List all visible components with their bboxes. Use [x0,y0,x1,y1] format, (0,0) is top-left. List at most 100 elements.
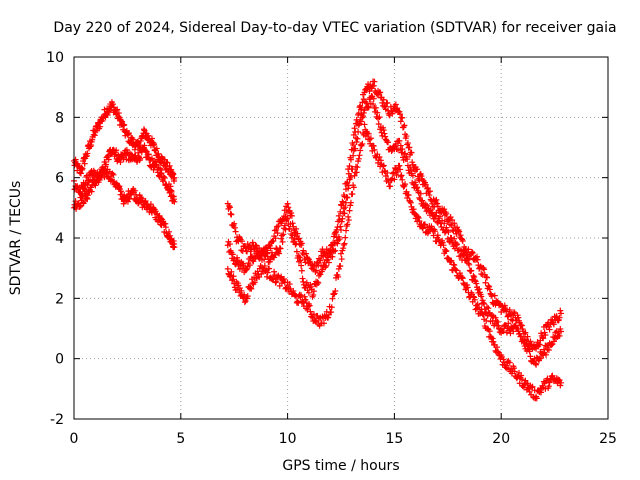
data-point [365,130,372,137]
data-point [470,293,477,300]
data-point [350,152,357,159]
data-point [446,238,453,245]
data-point [434,200,441,207]
data-point [381,130,388,137]
series-trace-upper-day [224,78,565,352]
data-point [380,163,387,170]
data-point [527,338,534,345]
data-point [336,236,343,243]
data-point [468,267,475,274]
data-point [278,235,285,242]
data-point [342,204,349,211]
data-point [349,190,356,197]
y-tick-label: 4 [55,231,64,247]
data-point [384,139,391,146]
data-point [456,228,463,235]
data-point [511,368,518,375]
data-point [409,159,416,166]
data-point [353,169,360,176]
data-point [338,256,345,263]
data-point [296,254,303,261]
data-point [247,284,254,291]
data-point [232,228,239,235]
data-point [372,104,379,111]
data-point [376,114,383,121]
data-point [353,139,360,146]
data-point [494,348,501,355]
data-point [384,169,391,176]
data-point [315,280,322,287]
data-point [480,311,487,318]
data-point [526,348,533,355]
data-point [224,265,231,272]
data-point [375,121,382,128]
data-point [556,332,563,339]
data-point [448,234,455,241]
data-point [557,325,564,332]
data-point [106,107,113,114]
data-point [466,261,473,268]
data-point [360,109,367,116]
data-point [433,209,440,216]
data-point [228,211,235,218]
data-point [387,183,394,190]
data-point [480,299,487,306]
data-point [550,321,557,328]
data-point [524,333,531,340]
data-point [518,376,525,383]
data-point [298,292,305,299]
data-point [511,365,518,372]
data-point [342,234,349,241]
data-point [396,162,403,169]
data-point [354,135,361,142]
data-point [310,292,317,299]
data-point [151,141,158,148]
data-point [479,311,486,318]
data-point [229,251,236,258]
data-point [536,341,543,348]
data-point [408,149,415,156]
chart-title: Day 220 of 2024, Sidereal Day-to-day VTE… [53,20,616,36]
data-point [263,273,270,280]
data-point [451,235,458,242]
data-point [558,379,565,386]
series-trace-lower-day [224,121,565,402]
data-point [332,247,339,254]
data-point [317,257,324,264]
data-point [103,161,110,168]
data-point [340,245,347,252]
data-point [273,278,280,285]
data-point [164,159,171,166]
data-point [490,338,497,345]
data-point [109,101,116,108]
y-axis-label: SDTVAR / TECUs [8,181,24,296]
data-point [464,256,471,263]
data-point [500,328,507,335]
data-point [238,287,245,294]
data-point [303,250,310,257]
data-point [239,238,246,245]
data-point [293,293,300,300]
data-point [346,162,353,169]
data-point [396,137,403,144]
data-point [405,192,412,199]
data-point [126,130,133,137]
data-point [260,247,267,254]
data-point [357,118,364,125]
data-point [469,249,476,256]
data-point [501,302,508,309]
data-point [556,314,563,321]
data-point [156,165,163,172]
series-trace-lower-morning [71,165,178,251]
data-point [399,114,406,121]
data-point [434,203,441,210]
data-point [401,122,408,129]
data-point [397,118,404,125]
data-point [325,254,332,261]
data-point [351,125,358,132]
data-point [355,128,362,135]
data-point [511,309,518,316]
data-point [445,229,452,236]
data-point [298,262,305,269]
data-point [527,353,534,360]
